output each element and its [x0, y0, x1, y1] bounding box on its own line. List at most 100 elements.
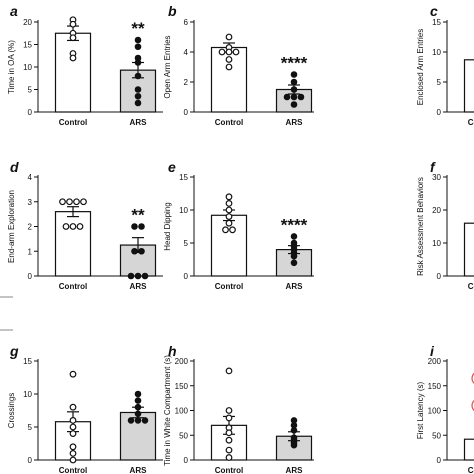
y-tick-label: 20: [432, 206, 441, 215]
y-tick-label: 0: [28, 108, 33, 117]
data-point-ars: [134, 43, 142, 51]
category-label: ARS: [130, 118, 148, 127]
panel-letter: c: [430, 3, 438, 19]
y-tick-label: 5: [28, 423, 33, 432]
data-point-ars: [290, 252, 298, 260]
data-point-control: [225, 199, 233, 207]
y-tick-label: 10: [432, 239, 441, 248]
significance-marker: **: [131, 206, 145, 225]
category-label: ARS: [130, 282, 148, 291]
category-label: Control: [468, 282, 474, 291]
outlier-highlight: [471, 399, 474, 412]
significance-marker: ****: [281, 54, 308, 73]
y-tick-label: 0: [184, 272, 189, 281]
data-point-ars: [134, 99, 142, 107]
significance-marker: **: [131, 19, 145, 38]
panel-letter: b: [168, 3, 177, 19]
y-tick-label: 2: [28, 223, 33, 232]
category-label: ARS: [130, 466, 148, 474]
data-point-control: [225, 213, 233, 221]
y-tick-label: 10: [23, 390, 32, 399]
y-tick-label: 200: [428, 357, 442, 366]
y-tick-label: 10: [432, 48, 441, 57]
data-point-control: [225, 193, 233, 201]
panel-a: a 0 5 10 15 20 Time in OA (%) Control ARS **: [7, 3, 163, 127]
panel-b: b 0 2 4 6 Open Arm Entries Control ARS ****: [163, 3, 314, 127]
y-tick-label: 4: [184, 48, 189, 57]
panel-letter: i: [430, 343, 435, 359]
y-tick-label: 50: [432, 431, 441, 440]
category-label: Control: [215, 466, 243, 474]
data-point-ars: [290, 71, 298, 78]
panel-e: e 0 5 10 15 Head Dipping Control ARS ****: [163, 159, 314, 291]
data-point-ars: [127, 272, 135, 280]
panel-letter: a: [10, 3, 18, 19]
y-tick-label: 2: [184, 78, 189, 87]
data-point-ars: [134, 86, 142, 93]
data-point-control: [62, 223, 70, 230]
data-point-ars: [131, 247, 138, 255]
significance-marker: ****: [281, 215, 308, 234]
y-tick-label: 0: [437, 272, 442, 281]
bar-control: [463, 59, 474, 113]
data-point-ars: [283, 93, 291, 101]
data-point-ars: [290, 101, 298, 108]
data-point-ars: [134, 72, 142, 80]
y-axis-label: Time in OA (%): [7, 40, 16, 94]
y-axis-label: Risk Assessment Behaviors: [416, 177, 425, 276]
y-tick-label: 30: [432, 173, 441, 182]
data-point-control: [73, 198, 80, 206]
data-point-ars: [290, 86, 298, 93]
y-tick-label: 10: [23, 63, 32, 72]
data-point-control: [69, 403, 77, 411]
data-point-ars: [290, 441, 298, 449]
y-axis-label: Open Arm Entries: [163, 35, 172, 98]
data-point-control: [225, 446, 233, 454]
data-point-control: [69, 443, 77, 451]
y-tick-label: 200: [175, 357, 189, 366]
data-point-control: [225, 436, 233, 444]
panel-d: d 0 1 2 3 4 End-arm Exploration Control ARS **: [7, 159, 163, 291]
data-point-ars: [141, 417, 149, 424]
y-tick-label: 4: [28, 173, 33, 182]
data-point-control: [76, 223, 84, 230]
data-point-control: [225, 206, 233, 214]
y-tick-label: 100: [428, 407, 442, 416]
y-tick-label: 150: [428, 382, 442, 391]
panel-letter: d: [10, 159, 19, 175]
data-point-control: [225, 48, 233, 56]
data-point-ars: [134, 92, 142, 100]
y-tick-label: 10: [179, 206, 188, 215]
data-point-control: [232, 48, 240, 56]
data-point-control: [229, 226, 236, 234]
y-tick-label: 5: [437, 78, 442, 87]
panel-letter: h: [168, 343, 177, 359]
data-point-ars: [134, 36, 142, 44]
data-point-ars: [134, 410, 142, 418]
y-tick-label: 5: [28, 86, 33, 95]
category-label: ARS: [286, 118, 304, 127]
data-point-control: [225, 414, 233, 422]
data-point-control: [69, 20, 77, 28]
data-point-control: [69, 370, 77, 378]
bar-control: [463, 438, 474, 461]
y-tick-label: 15: [432, 18, 441, 27]
y-axis-label: Enclosed Arm Entries: [416, 29, 425, 105]
category-label: Control: [215, 118, 243, 127]
data-point-control: [225, 33, 233, 41]
y-tick-label: 100: [175, 407, 189, 416]
y-tick-label: 50: [179, 431, 188, 440]
bar-control: [463, 222, 474, 277]
data-point-control: [69, 430, 77, 438]
data-point-ars: [134, 403, 142, 411]
bar-control: [210, 46, 248, 113]
panel-f: f 0 10 20 30 Risk Assessment Behaviors Control…: [416, 159, 474, 291]
y-tick-label: 6: [184, 18, 189, 27]
panel-g: g 0 5 10 15 Crossings Control ARS: [7, 343, 163, 474]
y-tick-label: 20: [23, 18, 32, 27]
data-point-control: [69, 54, 77, 62]
y-axis-label: Head Dipping: [163, 202, 172, 250]
y-tick-label: 0: [28, 456, 33, 465]
